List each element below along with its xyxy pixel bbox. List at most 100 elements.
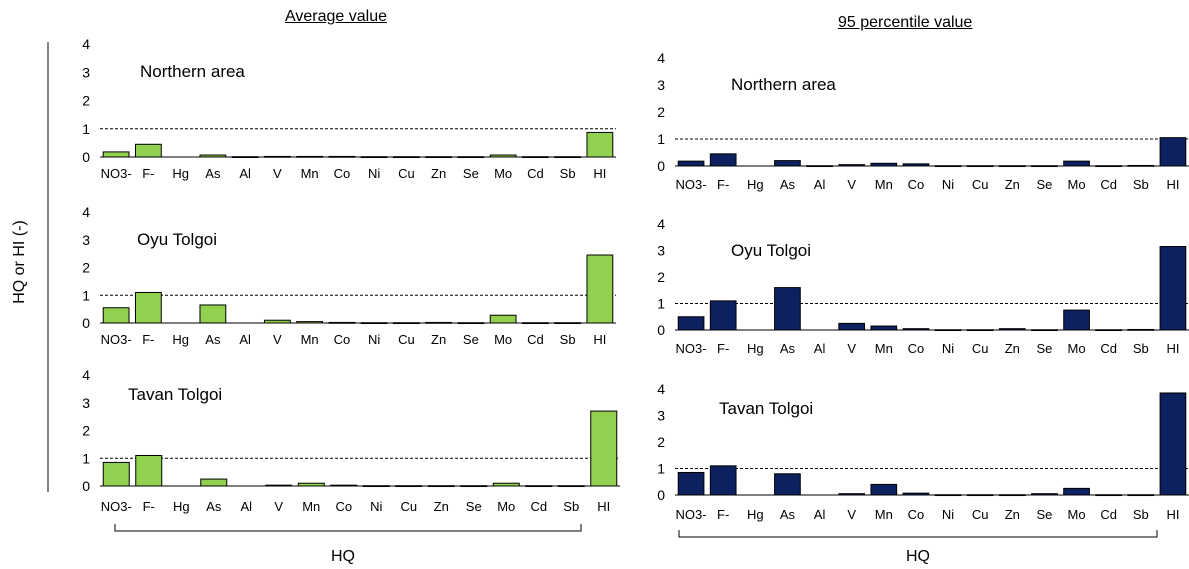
panel-2-bar-se xyxy=(457,322,485,325)
panel-1-category-label: Co xyxy=(334,166,351,181)
panel-5-category-label: V xyxy=(847,341,856,356)
panel-4-category-label: V xyxy=(847,177,856,192)
panel-6-category-label: Mn xyxy=(875,507,893,522)
panel-6-bar-cu xyxy=(966,494,994,497)
right-x-axis-title: HQ xyxy=(906,548,930,565)
panel-1-category-label: Hg xyxy=(172,166,189,181)
panel-6-bar-as xyxy=(774,473,801,496)
panel-1-bar-as xyxy=(199,154,227,158)
panel-5-bar-se xyxy=(1031,329,1058,332)
panel-1-category-label: As xyxy=(205,166,221,181)
panel-2-bar-cd xyxy=(521,322,549,325)
panel-2-bar-sb xyxy=(554,322,582,325)
panel-6-category-label: Hg xyxy=(747,507,764,522)
panel-5-bar-hi xyxy=(1159,246,1187,331)
panel-2-category-label: Sb xyxy=(560,332,576,347)
panel-5-ytick-label: 4 xyxy=(657,216,665,232)
panel-4-category-label: Mn xyxy=(875,177,893,192)
panel-4-bar-v xyxy=(838,164,866,167)
panel-1-category-label: NO3- xyxy=(101,166,132,181)
panel-1-category-label: Al xyxy=(239,166,251,181)
panel-6-ytick-label: 1 xyxy=(657,461,665,477)
panel-2-category-label: Mo xyxy=(494,332,512,347)
panel-5-ytick-label: 3 xyxy=(657,243,665,259)
panel-2-bar-mo xyxy=(489,314,517,324)
panel-2-category-label: Mn xyxy=(301,332,319,347)
panel-2-bar-ni xyxy=(360,322,388,325)
panel-5-category-label: NO3- xyxy=(676,341,707,356)
panel-6-category-label: Al xyxy=(814,507,826,522)
panel-5-category-label: Hg xyxy=(747,341,764,356)
panel-1-category-label: Zn xyxy=(431,166,446,181)
panel-2-category-label: Al xyxy=(239,332,251,347)
panel-4-bar-co xyxy=(902,163,930,167)
panel-5-bar-ni xyxy=(934,329,962,332)
panel-1-bar-mo xyxy=(489,154,517,158)
panel-3-category-label: As xyxy=(206,499,222,514)
panel-2-bar-v xyxy=(263,319,291,324)
panel-4-ytick-label: 4 xyxy=(657,50,665,66)
panel-5-bar-sb xyxy=(1127,328,1155,331)
panel-5-category-label: Cd xyxy=(1100,341,1117,356)
panel-2-ytick-label: 1 xyxy=(82,287,90,303)
panel-4-category-label: Zn xyxy=(1005,177,1020,192)
panel-5-category-label: Se xyxy=(1036,341,1052,356)
panel-2-category-label: Se xyxy=(463,332,479,347)
panel-1-category-label: HI xyxy=(593,166,606,181)
panel-3-category-label: Cu xyxy=(400,499,417,514)
panel-3-category-label: Sb xyxy=(563,499,579,514)
panel-1-category-label: Ni xyxy=(368,166,380,181)
panel-5-category-label: Zn xyxy=(1005,341,1020,356)
panel-6-category-label: Zn xyxy=(1005,507,1020,522)
panel-5-category-label: Co xyxy=(908,341,925,356)
panel-3-ytick-label: 2 xyxy=(82,423,90,439)
panel-5-category-label: Cu xyxy=(972,341,989,356)
panel-4-bar-as xyxy=(774,160,801,167)
panel-4-category-label: As xyxy=(780,177,796,192)
panel-4-title: Northern area xyxy=(731,75,836,94)
panel-3-category-label: HI xyxy=(597,499,610,514)
panel-2-bar-as xyxy=(199,304,227,324)
panel-3-bar-ni xyxy=(362,485,390,488)
panel-2-bar-mn xyxy=(296,321,324,324)
panel-3-ytick-label: 0 xyxy=(82,478,90,494)
panel-6-bar-f xyxy=(709,465,737,496)
panel-3-category-label: Mo xyxy=(497,499,515,514)
panel-5-ytick-label: 2 xyxy=(657,269,665,285)
panel-2-bar-hi xyxy=(586,254,614,324)
panel-6-category-label: F- xyxy=(717,507,729,522)
panel-3-bar-mn xyxy=(297,482,325,487)
panel-5-category-label: As xyxy=(780,341,796,356)
panel-3-category-label: Zn xyxy=(434,499,449,514)
panel-4-category-label: Cu xyxy=(972,177,989,192)
panel-6-bar-co xyxy=(902,492,930,496)
panel-2-category-label: HI xyxy=(593,332,606,347)
panel-4-bar-al xyxy=(806,165,833,168)
panel-1-ytick-label: 3 xyxy=(82,64,90,80)
panel-4-category-label: Mo xyxy=(1068,177,1086,192)
panel-1-bar-ni xyxy=(360,156,388,159)
panel-3-bar-no3 xyxy=(102,461,130,487)
panel-5-bar-no3 xyxy=(677,316,705,331)
panel-3-bar-co xyxy=(330,484,358,487)
panel-5-bar-co xyxy=(902,328,930,331)
panel-4-bar-mn xyxy=(870,162,898,167)
panel-1-bar-cd xyxy=(521,156,549,159)
panel-1-bar-se xyxy=(457,156,485,159)
panel-1-category-label: V xyxy=(273,166,282,181)
panel-4-category-label: Se xyxy=(1036,177,1052,192)
panel-6-category-label: Se xyxy=(1036,507,1052,522)
right-column-title: 95 percentile value xyxy=(838,14,973,31)
right-hq-bracket xyxy=(678,530,1158,538)
panel-5-ytick-label: 0 xyxy=(657,322,665,338)
panel-3-bar-f xyxy=(135,454,163,487)
panel-4-ytick-label: 3 xyxy=(657,77,665,93)
panel-3-category-label: Hg xyxy=(173,499,190,514)
panel-1-category-label: Mn xyxy=(301,166,319,181)
panel-3-ytick-label: 1 xyxy=(82,450,90,466)
panel-4-category-label: Co xyxy=(908,177,925,192)
panel-6-category-label: Sb xyxy=(1133,507,1149,522)
panel-3-category-label: Cd xyxy=(530,499,547,514)
panel-3-category-label: Mn xyxy=(302,499,320,514)
panel-2-category-label: Zn xyxy=(431,332,446,347)
